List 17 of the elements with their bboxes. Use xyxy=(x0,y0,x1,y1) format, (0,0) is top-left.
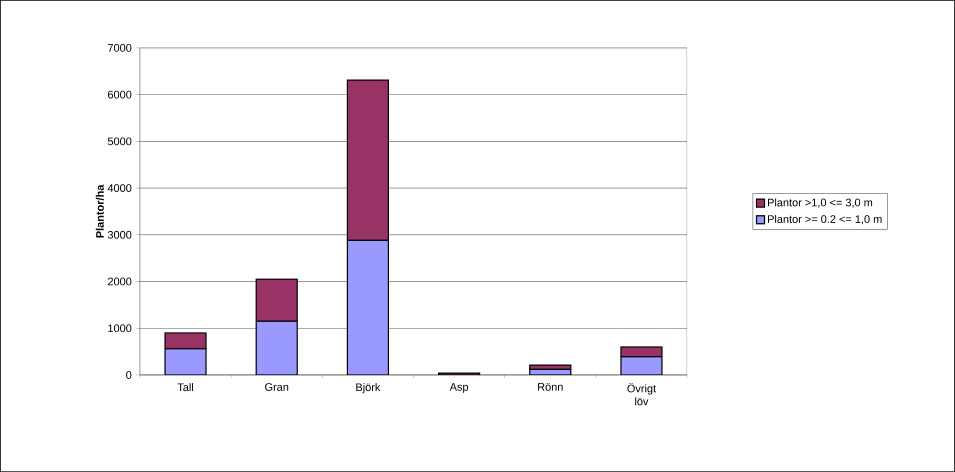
x-tick-label: Björk xyxy=(356,383,380,394)
y-tick-label: 3000 xyxy=(108,230,132,239)
y-axis-title: Plantor/ha xyxy=(96,184,104,238)
x-tick-label: Rönn xyxy=(538,383,563,391)
y-tick-label: 4000 xyxy=(108,184,132,192)
x-tick-label: Övrigt löv xyxy=(627,383,656,406)
y-tick-label: 2000 xyxy=(108,278,132,286)
y-tick-label: 7000 xyxy=(108,44,132,52)
x-tick-label: Tall xyxy=(178,383,194,392)
x-tick-label: Asp xyxy=(450,383,468,393)
y-tick-label: 6000 xyxy=(108,90,132,99)
legend-label: Plantor >1,0 <= 3,0 m xyxy=(768,198,872,208)
x-tick-label: Gran xyxy=(265,383,288,391)
y-tick-label: 1000 xyxy=(108,324,132,332)
y-tick-label: 0 xyxy=(126,371,132,379)
legend-label: Plantor >= 0.2 <= 1,0 m xyxy=(768,214,882,224)
y-tick-label: 5000 xyxy=(108,138,132,146)
